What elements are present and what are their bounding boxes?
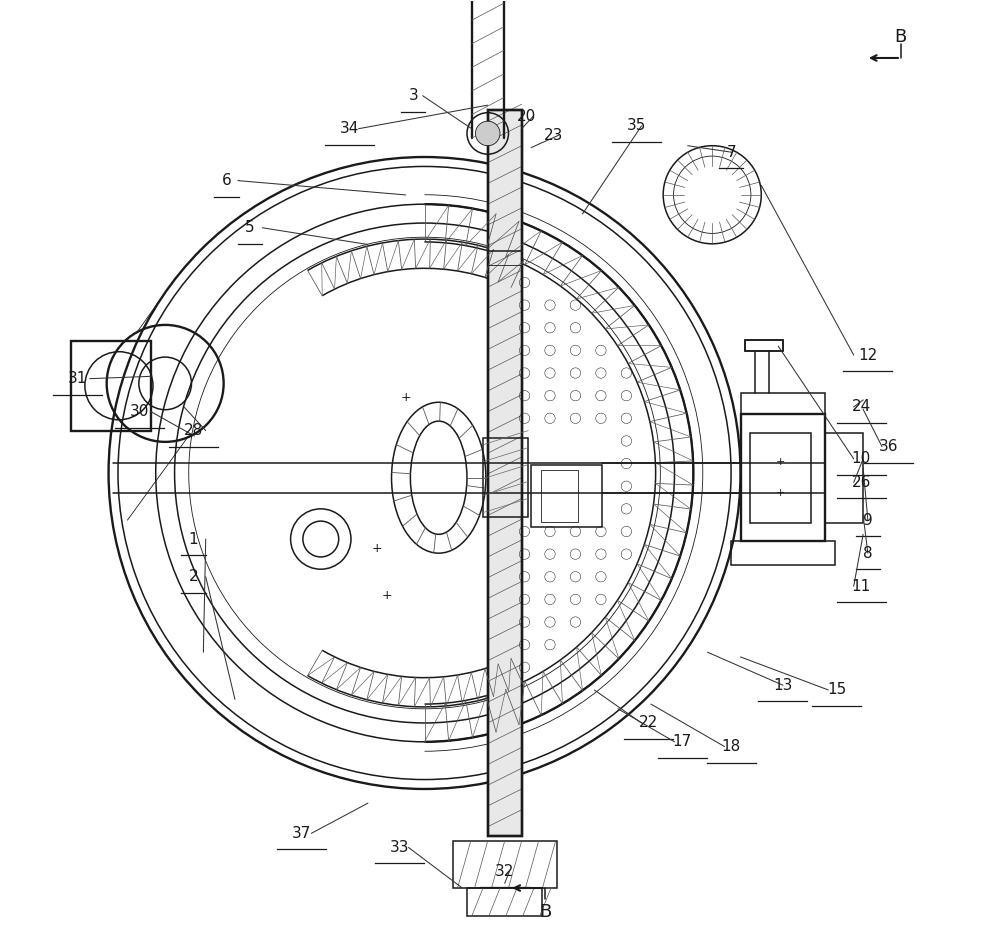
Text: 17: 17 (672, 734, 692, 749)
Bar (541, 470, 578, 522)
Bar (467, 888, 542, 917)
Text: 6: 6 (222, 173, 231, 188)
Text: 35: 35 (627, 118, 646, 133)
Text: 26: 26 (852, 475, 871, 490)
Bar (741, 414, 825, 541)
Bar (745, 340, 783, 351)
Text: 32: 32 (495, 864, 514, 879)
Text: +: + (400, 391, 411, 404)
Text: 12: 12 (858, 347, 877, 362)
Bar (825, 433, 863, 522)
Bar (741, 394, 825, 414)
Text: 31: 31 (68, 371, 87, 386)
Text: 8: 8 (863, 546, 873, 561)
Text: 34: 34 (339, 121, 359, 136)
Text: 37: 37 (292, 826, 312, 841)
Text: 9: 9 (863, 513, 873, 528)
Text: +: + (372, 542, 383, 555)
Text: 2: 2 (189, 569, 198, 585)
Circle shape (475, 121, 500, 146)
Text: 22: 22 (638, 715, 658, 730)
Bar (488, 110, 522, 836)
Bar (453, 841, 557, 888)
Text: 1: 1 (189, 532, 198, 547)
Text: 36: 36 (879, 439, 898, 454)
Bar (71, 341, 151, 430)
Text: 15: 15 (827, 682, 846, 697)
Bar (745, 340, 783, 351)
Text: 20: 20 (517, 109, 536, 124)
Text: 10: 10 (852, 451, 871, 466)
Bar (531, 465, 602, 527)
Bar (750, 433, 811, 522)
Text: 24: 24 (852, 399, 871, 414)
Bar (483, 438, 528, 517)
Text: 7: 7 (726, 145, 736, 160)
Text: B: B (895, 28, 907, 46)
Text: 33: 33 (389, 840, 409, 855)
Bar (488, 110, 522, 836)
Text: +: + (776, 488, 785, 498)
Text: 28: 28 (184, 423, 203, 438)
Text: 5: 5 (245, 220, 255, 236)
Text: 13: 13 (773, 677, 793, 692)
Text: +: + (776, 458, 785, 467)
Bar (731, 541, 835, 565)
Text: 23: 23 (544, 128, 563, 143)
Text: +: + (382, 589, 392, 602)
Text: 30: 30 (130, 404, 149, 419)
Text: 18: 18 (721, 739, 741, 754)
Text: 11: 11 (852, 579, 871, 594)
Text: 3: 3 (408, 88, 418, 103)
Circle shape (674, 156, 751, 234)
Text: B: B (539, 902, 551, 920)
